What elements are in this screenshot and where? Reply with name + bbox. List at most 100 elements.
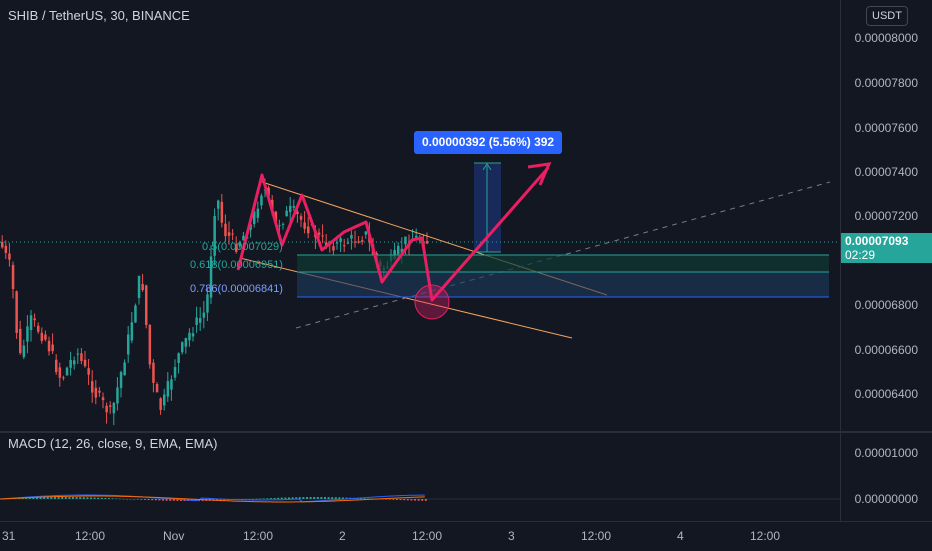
candle-body: [220, 201, 224, 223]
macd-bar: [90, 497, 92, 499]
candle-body: [199, 317, 202, 323]
candle-body: [76, 353, 80, 355]
candle-body: [238, 242, 242, 247]
candle-body: [152, 362, 155, 383]
macd-bar: [414, 499, 416, 501]
time-tick: 2: [339, 529, 346, 543]
price-tick: 0.00006800: [854, 298, 918, 312]
macd-bar: [259, 498, 262, 500]
candle-body: [267, 187, 270, 196]
macd-bar: [284, 497, 287, 499]
candle-body: [299, 216, 303, 220]
macd-bar: [385, 499, 388, 500]
macd-bar: [316, 497, 319, 499]
candle-body: [285, 210, 288, 217]
candle-body: [339, 238, 342, 243]
candle-body: [292, 206, 296, 208]
candle-body: [65, 367, 69, 376]
candle-body: [94, 387, 98, 398]
macd-bar: [241, 499, 244, 500]
macd-bar: [291, 497, 294, 499]
candle-body: [281, 223, 285, 225]
macd-bar: [72, 497, 74, 499]
candle-body: [307, 226, 310, 234]
candle-body: [123, 362, 126, 376]
price-tick: 0.00008000: [854, 31, 918, 45]
candle-body: [11, 264, 15, 290]
candle-body: [235, 244, 238, 252]
time-tick: 31: [2, 529, 16, 543]
candle-body: [4, 245, 8, 253]
candle-body: [350, 234, 353, 239]
macd-bar: [388, 499, 391, 500]
macd-bar: [421, 499, 424, 501]
macd-bar: [46, 497, 49, 499]
macd-bar: [36, 497, 38, 499]
candle-body: [55, 359, 58, 373]
candle-body: [141, 284, 144, 291]
macd-bar: [43, 497, 46, 499]
candle-body: [29, 315, 33, 331]
macd-bar: [273, 497, 276, 499]
candle-body: [188, 332, 191, 341]
macd-bar: [396, 499, 398, 500]
time-scale[interactable]: [0, 521, 932, 551]
macd-bar: [61, 497, 64, 499]
macd-bar: [122, 498, 125, 500]
macd-bar: [39, 497, 42, 499]
macd-bar: [32, 497, 35, 499]
pane-separator[interactable]: [0, 431, 932, 433]
macd-bar: [280, 497, 283, 499]
price-chart[interactable]: SHIB / TetherUS, 30, BINANCE 0.5(0.00007…: [0, 0, 840, 432]
fib-label-0.618: 0.618(0.00006951): [190, 259, 283, 271]
macd-bar: [367, 498, 370, 500]
candle-body: [242, 235, 245, 241]
macd-bar: [295, 497, 298, 499]
candle-body: [353, 241, 357, 243]
macd-bar: [68, 497, 71, 499]
macd-bar: [64, 497, 67, 499]
macd-title[interactable]: MACD (12, 26, close, 9, EMA, EMA): [8, 436, 218, 451]
price-scale[interactable]: [840, 0, 932, 521]
macd-bar: [79, 497, 82, 499]
candle-body: [101, 397, 105, 401]
macd-bar: [248, 499, 251, 500]
measure-arrow-head: [482, 163, 492, 171]
measure-tag[interactable]: 0.00000392 (5.56%) 392: [414, 131, 563, 154]
macd-bar: [100, 497, 103, 499]
candle-body: [274, 211, 278, 222]
macd-bar: [266, 498, 269, 499]
macd-bar: [151, 499, 154, 501]
candle-body: [148, 324, 152, 365]
price-tick: 0.00007600: [854, 121, 918, 135]
candle-body: [231, 233, 234, 235]
support-trendline: [295, 181, 831, 329]
candle-body: [227, 232, 231, 236]
candle-body: [166, 381, 170, 397]
macd-bar: [115, 498, 118, 499]
macd-svg: [0, 494, 840, 503]
macd-tick: 0.00001000: [854, 446, 918, 460]
candle-body: [134, 305, 137, 323]
candle-body: [321, 235, 324, 237]
candle-body: [80, 353, 83, 362]
macd-bar: [75, 497, 78, 499]
candle-body: [87, 368, 90, 375]
macd-bar: [97, 497, 100, 499]
candle-body: [109, 405, 112, 407]
macd-bar: [25, 497, 28, 499]
macd-bar: [417, 499, 420, 501]
candle-body: [425, 240, 429, 244]
macd-pane[interactable]: [0, 433, 840, 521]
symbol-title[interactable]: SHIB / TetherUS, 30, BINANCE: [8, 8, 190, 23]
candle-body: [400, 248, 404, 253]
candle-body: [289, 205, 292, 212]
macd-bar: [57, 497, 60, 499]
macd-bar: [313, 497, 316, 499]
currency-button[interactable]: USDT: [866, 6, 908, 26]
projection-path: [236, 167, 550, 302]
macd-bar: [360, 498, 362, 499]
macd-bar: [162, 499, 164, 501]
candle-body: [343, 245, 346, 247]
time-tick: 4: [677, 529, 684, 543]
